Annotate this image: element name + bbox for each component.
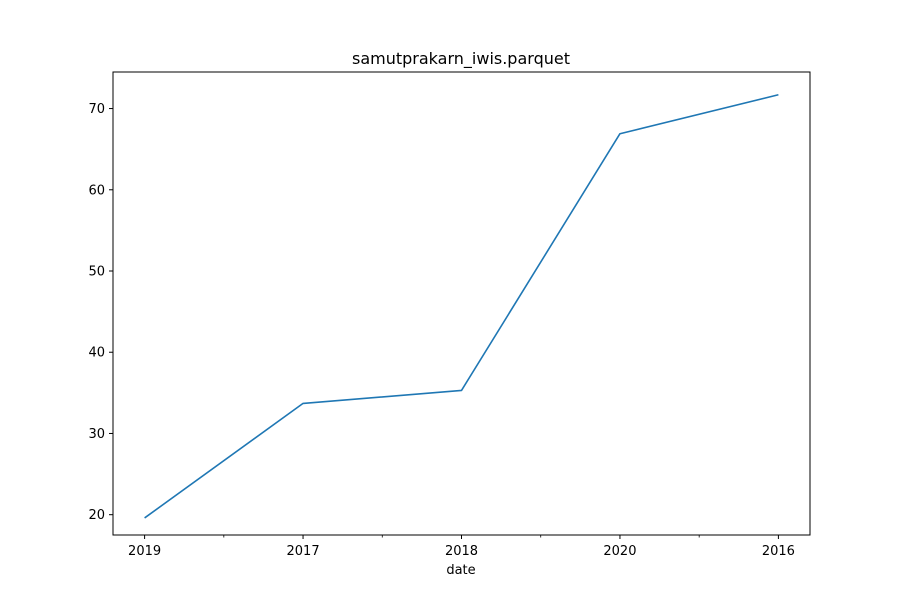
x-tick-label: 2020 bbox=[603, 544, 636, 559]
x-axis: 2019 2017 2018 2020 2016 bbox=[128, 535, 795, 559]
series-line-0 bbox=[144, 93, 779, 519]
plot-area bbox=[112, 71, 811, 536]
y-tick-label: 20 bbox=[88, 508, 105, 523]
y-axis: 20 30 40 50 60 70 bbox=[88, 102, 113, 523]
y-tick-label: 60 bbox=[88, 183, 105, 198]
x-axis-label: date bbox=[446, 563, 475, 578]
chart-title: samutprakarn_iwis.parquet bbox=[352, 49, 570, 69]
y-tick-label: 30 bbox=[88, 427, 105, 442]
y-tick-label: 40 bbox=[88, 346, 105, 361]
x-tick-label: 2016 bbox=[762, 544, 795, 559]
y-tick-label: 50 bbox=[88, 265, 105, 280]
x-tick-label: 2019 bbox=[128, 544, 161, 559]
x-tick-label: 2017 bbox=[287, 544, 320, 559]
y-tick-label: 70 bbox=[88, 102, 105, 117]
x-tick-label: 2018 bbox=[445, 544, 478, 559]
